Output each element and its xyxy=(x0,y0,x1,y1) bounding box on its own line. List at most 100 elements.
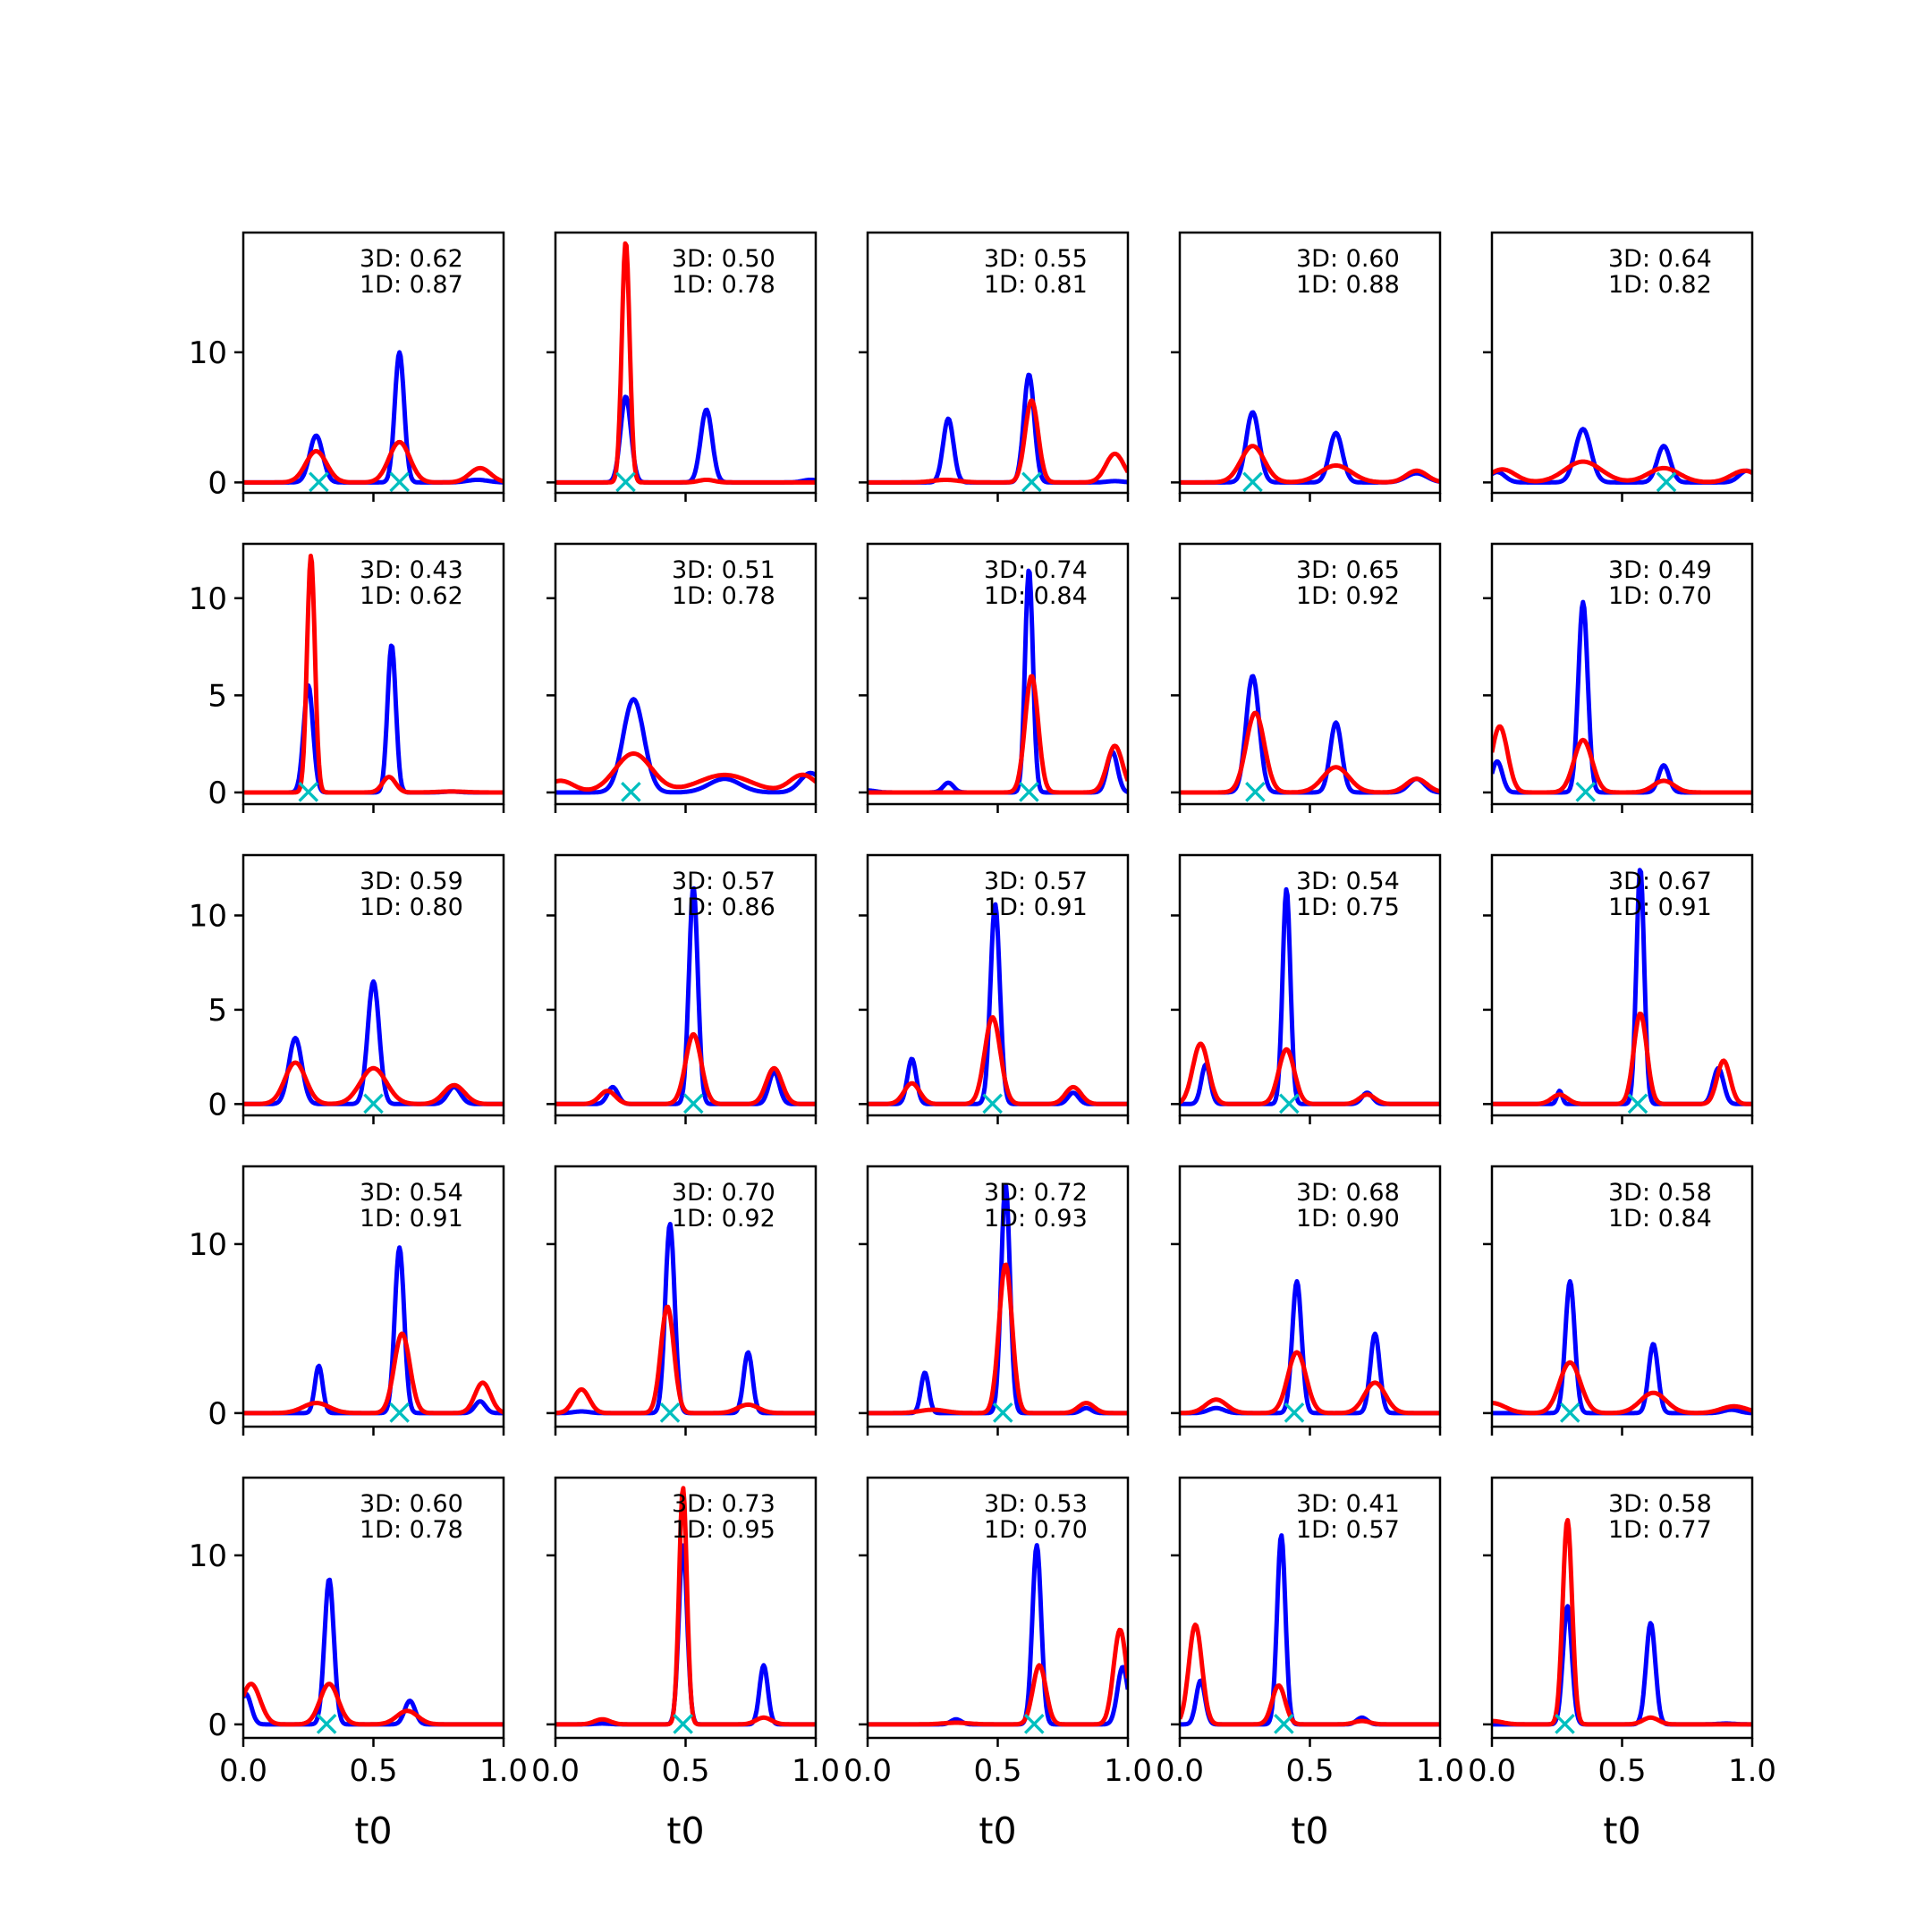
score-3d-label: 3D: 0.62 xyxy=(360,245,463,273)
red-series-line xyxy=(1492,1011,1752,1106)
score-3d-label: 3D: 0.73 xyxy=(672,1490,775,1518)
y-tick-label: 10 xyxy=(189,581,227,617)
red-series-line xyxy=(243,554,504,795)
score-1d-label: 1D: 0.78 xyxy=(672,271,775,299)
y-tick-label: 0 xyxy=(208,1396,227,1432)
red-series-line xyxy=(1492,724,1752,795)
score-3d-label: 3D: 0.55 xyxy=(984,245,1088,273)
red-series-line xyxy=(1180,1623,1440,1727)
score-1d-label: 1D: 0.92 xyxy=(1296,582,1400,610)
score-1d-label: 1D: 0.90 xyxy=(1296,1205,1400,1233)
plot-area: × xyxy=(243,1577,504,1738)
y-tick-label: 0 xyxy=(208,465,227,501)
plot-area: × xyxy=(555,241,816,502)
marker-cross: × xyxy=(1269,1703,1300,1744)
x-tick-label: 1.0 xyxy=(1416,1753,1464,1789)
marker-cross: × xyxy=(1274,1082,1304,1123)
plot-area: × xyxy=(868,1543,1128,1744)
blue-series-line xyxy=(1492,1279,1752,1416)
plot-area: × × xyxy=(243,350,504,502)
score-1d-label: 1D: 0.70 xyxy=(1608,582,1712,610)
score-1d-label: 1D: 0.78 xyxy=(672,582,775,610)
x-tick-label: 0.0 xyxy=(1468,1753,1516,1789)
score-3d-label: 3D: 0.54 xyxy=(360,1179,463,1207)
red-series-line xyxy=(243,1682,504,1727)
red-series-line xyxy=(555,751,816,792)
plot-area: × xyxy=(243,1245,504,1427)
marker-cross: × xyxy=(611,461,641,502)
blue-series-line xyxy=(555,1222,816,1416)
y-tick-label: 5 xyxy=(208,678,227,714)
marker-cross: × xyxy=(1019,1703,1049,1744)
red-series-line xyxy=(243,1060,504,1106)
red-series-line xyxy=(868,1262,1128,1416)
score-3d-label: 3D: 0.64 xyxy=(1608,245,1712,273)
marker-cross: × xyxy=(668,1703,699,1744)
score-3d-label: 3D: 0.43 xyxy=(360,556,463,584)
marker-cross: × xyxy=(978,1082,1008,1123)
y-tick-label: 10 xyxy=(189,1538,227,1574)
x-tick-label: 0.5 xyxy=(661,1753,709,1789)
score-1d-label: 1D: 0.82 xyxy=(1608,271,1712,299)
marker-cross: × xyxy=(1623,1082,1653,1123)
marker-cross: × xyxy=(304,461,335,502)
red-series-line xyxy=(1180,710,1440,795)
plot-area: × xyxy=(1180,674,1440,812)
score-1d-label: 1D: 0.75 xyxy=(1296,894,1400,921)
marker-cross: × xyxy=(678,1082,708,1123)
score-3d-label: 3D: 0.59 xyxy=(360,868,463,895)
red-series-line xyxy=(243,1331,504,1416)
red-series-line xyxy=(1492,1518,1752,1727)
marker-cross: × xyxy=(1238,461,1268,502)
plot-area: × xyxy=(1180,410,1440,502)
plot-area: × xyxy=(243,979,504,1115)
score-3d-label: 3D: 0.67 xyxy=(1608,868,1712,895)
plot-area: × xyxy=(868,902,1128,1123)
x-axis-label: t0 xyxy=(354,1809,392,1852)
plot-area: × xyxy=(868,372,1128,493)
score-3d-label: 3D: 0.68 xyxy=(1296,1179,1400,1207)
plot-area: × xyxy=(1180,886,1440,1123)
marker-cross: × xyxy=(1555,1392,1586,1433)
score-3d-label: 3D: 0.50 xyxy=(672,245,775,273)
score-3d-label: 3D: 0.41 xyxy=(1296,1490,1400,1518)
y-tick-label: 5 xyxy=(208,993,227,1029)
plot-area: × xyxy=(868,568,1128,804)
x-tick-label: 0.0 xyxy=(843,1753,892,1789)
y-tick-label: 0 xyxy=(208,1707,227,1743)
red-series-line xyxy=(1180,1350,1440,1416)
score-3d-label: 3D: 0.51 xyxy=(672,556,775,584)
blue-series-line xyxy=(1180,1279,1440,1416)
score-3d-label: 3D: 0.72 xyxy=(984,1179,1088,1207)
blue-series-line xyxy=(1180,1533,1440,1727)
blue-series-line xyxy=(243,1245,504,1416)
score-1d-label: 1D: 0.93 xyxy=(984,1205,1088,1233)
score-1d-label: 1D: 0.95 xyxy=(672,1516,775,1544)
blue-series-line xyxy=(243,643,504,795)
score-3d-label: 3D: 0.57 xyxy=(984,868,1088,895)
plot-area: × xyxy=(1492,868,1752,1123)
plot-area: × xyxy=(555,1222,816,1427)
blue-series-line xyxy=(1180,886,1440,1106)
score-3d-label: 3D: 0.53 xyxy=(984,1490,1088,1518)
blue-series-line xyxy=(1492,1604,1752,1727)
score-3d-label: 3D: 0.74 xyxy=(984,556,1088,584)
x-tick-label: 0.5 xyxy=(973,1753,1021,1789)
score-3d-label: 3D: 0.60 xyxy=(1296,245,1400,273)
marker-cross: × xyxy=(1571,771,1601,812)
blue-series-line xyxy=(555,697,816,795)
score-1d-label: 1D: 0.91 xyxy=(360,1205,463,1233)
marker-cross: × xyxy=(1241,771,1271,812)
